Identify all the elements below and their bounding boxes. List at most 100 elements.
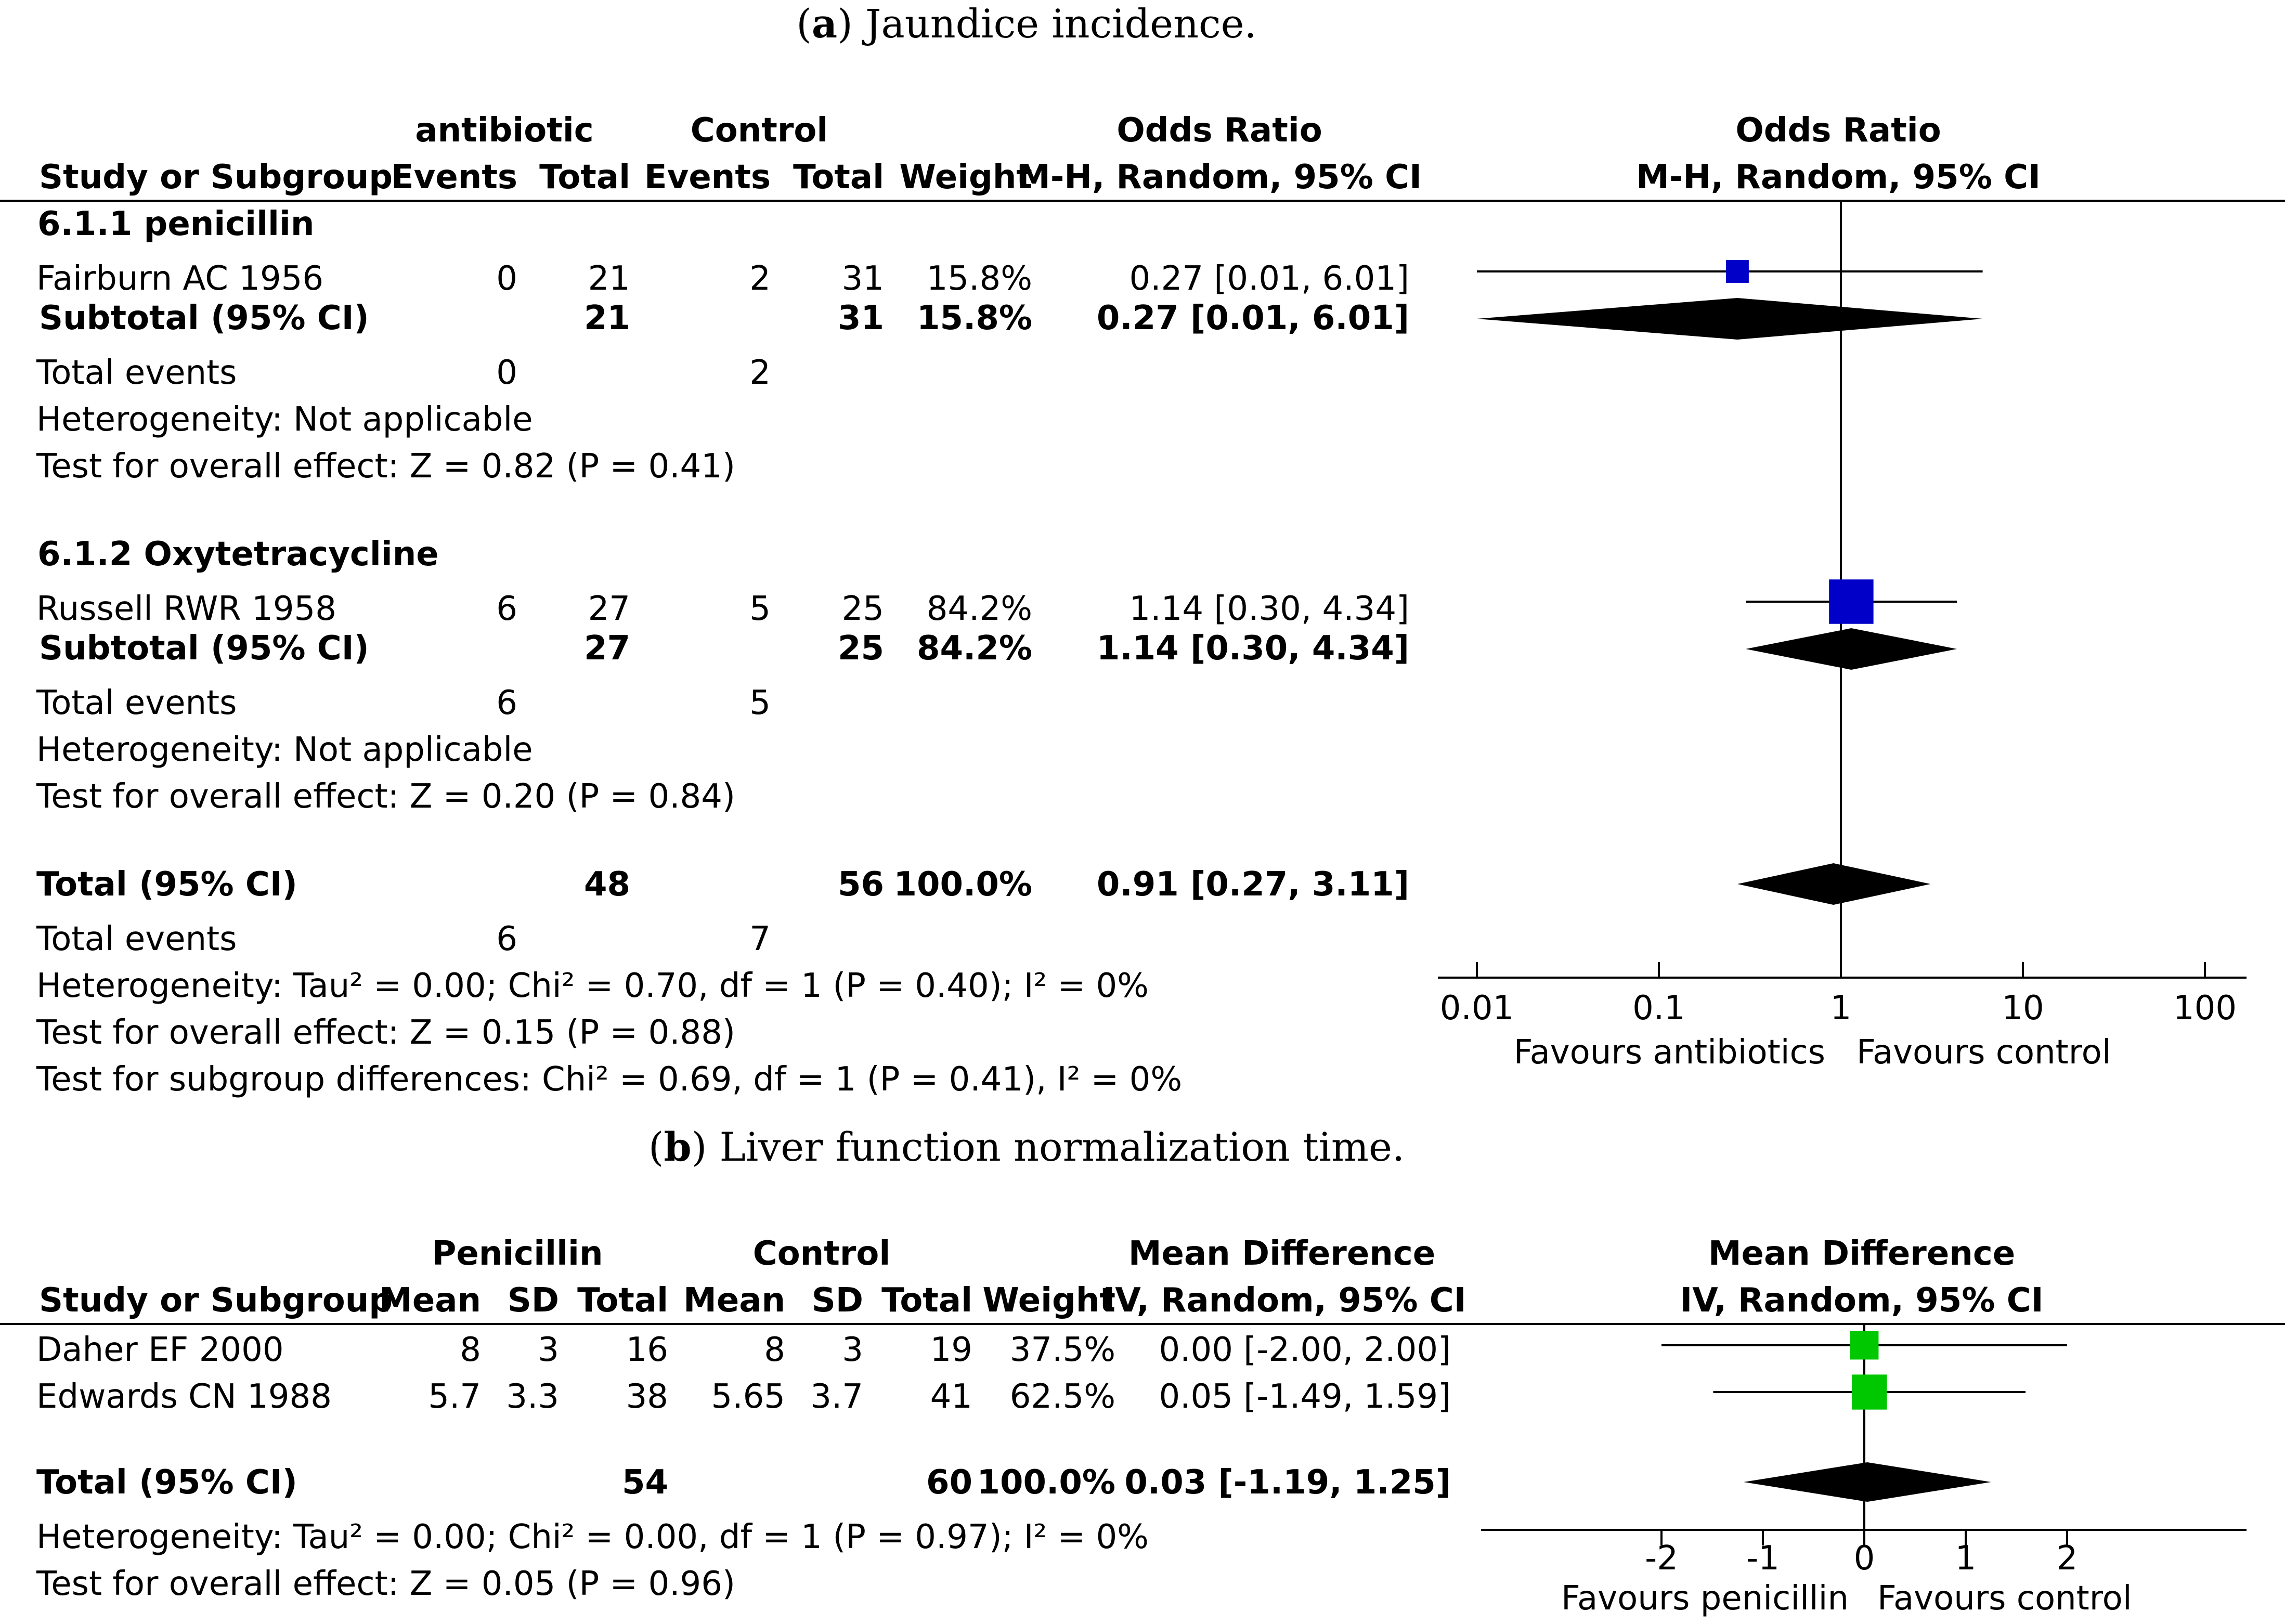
total-events-label: Total events xyxy=(36,684,237,722)
study-sd-1: 3 xyxy=(538,1331,559,1369)
header-plot-method: IV, Random, 95% CI xyxy=(1680,1281,2043,1320)
header-total-2: Total xyxy=(881,1281,972,1320)
header-method: M-H, Random, 95% CI xyxy=(1017,158,1422,197)
subtotal-ci: 0.27 [0.01, 6.01] xyxy=(1097,299,1409,337)
study-weight: 37.5% xyxy=(1010,1331,1115,1369)
pooled-estimate-diamond xyxy=(1745,628,1957,670)
subgroup-differences-text: Test for subgroup differences: Chi² = 0.… xyxy=(36,1060,1182,1099)
total-events-label: Total events xyxy=(36,354,237,392)
header-study-or-subgroup: Study or Subgroup xyxy=(39,158,393,197)
x-tick-label: 0 xyxy=(1854,1539,1875,1578)
forest-plot-a: 0.01 0.1 1 10 100 xyxy=(1438,201,2247,1028)
subtotal-weight: 84.2% xyxy=(917,629,1032,668)
header-mean-2: Mean xyxy=(683,1281,785,1320)
total-events-1: 6 xyxy=(496,920,517,958)
total-label: Total (95% CI) xyxy=(36,1463,297,1502)
total-events-label: Total events xyxy=(36,920,237,958)
study-mean-1: 5.7 xyxy=(428,1378,481,1416)
total-events-2: 2 xyxy=(749,354,771,392)
subtotal-label: Subtotal (95% CI) xyxy=(39,629,369,668)
study-sd-1: 3.3 xyxy=(506,1378,559,1416)
subtotal-weight: 15.8% xyxy=(917,299,1032,337)
pooled-estimate-diamond xyxy=(1477,298,1983,340)
study-name: Fairburn AC 1956 xyxy=(36,259,323,298)
favours-left-label: Favours antibiotics xyxy=(1514,1033,1825,1072)
header-plot-odds-ratio: Odds Ratio xyxy=(1735,111,1941,150)
study-name: Daher EF 2000 xyxy=(36,1331,284,1369)
study-events-2: 5 xyxy=(749,590,771,628)
study-total-2: 31 xyxy=(842,259,884,298)
x-tick-label: 1 xyxy=(1830,989,1852,1028)
heterogeneity-text: Heterogeneity: Not applicable xyxy=(36,731,533,769)
x-tick-label: -1 xyxy=(1746,1539,1780,1578)
x-tick-label: 10 xyxy=(2002,989,2044,1028)
header-mean-1: Mean xyxy=(379,1281,481,1320)
study-total-2: 25 xyxy=(842,590,884,628)
study-weight: 84.2% xyxy=(927,590,1032,628)
total-ci: 0.91 [0.27, 3.11] xyxy=(1097,865,1409,904)
header-weight: Weight xyxy=(982,1281,1115,1320)
study-sd-2: 3 xyxy=(842,1331,863,1369)
subtotal-total-1: 27 xyxy=(584,629,630,668)
heterogeneity-text: Heterogeneity: Tau² = 0.00; Chi² = 0.00,… xyxy=(36,1518,1149,1556)
header-events-2: Events xyxy=(644,158,771,197)
total-total-1: 48 xyxy=(584,865,630,904)
header-events-1: Events xyxy=(391,158,517,197)
study-total-1: 38 xyxy=(626,1378,668,1416)
total-events-1: 6 xyxy=(496,684,517,722)
study-events-1: 0 xyxy=(496,259,517,298)
study-point-square xyxy=(1829,579,1874,624)
study-name: Edwards CN 1988 xyxy=(36,1378,332,1416)
subtotal-total-2: 31 xyxy=(838,299,884,337)
overall-effect-text: Test for overall effect: Z = 0.05 (P = 0… xyxy=(36,1565,735,1603)
subtotal-total-1: 21 xyxy=(584,299,630,337)
study-ci: 0.00 [-2.00, 2.00] xyxy=(1159,1331,1451,1369)
x-tick-label: 100 xyxy=(2173,989,2237,1028)
total-ci: 0.03 [-1.19, 1.25] xyxy=(1124,1463,1451,1502)
header-group-control: Control xyxy=(753,1235,891,1273)
study-sd-2: 3.7 xyxy=(810,1378,863,1416)
header-plot-mean-difference: Mean Difference xyxy=(1708,1235,2015,1273)
study-ci: 1.14 [0.30, 4.34] xyxy=(1129,590,1409,628)
total-total-1: 54 xyxy=(622,1463,668,1502)
favours-right-label: Favours control xyxy=(1877,1579,2132,1618)
subgroup-title: 6.1.2 Oxytetracycline xyxy=(37,535,439,574)
study-ci: 0.05 [-1.49, 1.59] xyxy=(1159,1378,1451,1416)
total-total-2: 60 xyxy=(926,1463,972,1502)
study-point-square xyxy=(1850,1331,1879,1360)
pooled-estimate-diamond xyxy=(1743,1462,1991,1502)
overall-effect-text: Test for overall effect: Z = 0.20 (P = 0… xyxy=(36,777,735,816)
study-mean-2: 5.65 xyxy=(711,1378,786,1416)
favours-right-label: Favours control xyxy=(1856,1033,2111,1072)
caption-b: (b) Liver function normalization time. xyxy=(648,1124,1405,1170)
header-plot-method: M-H, Random, 95% CI xyxy=(1636,158,2041,197)
x-tick-label: -2 xyxy=(1645,1539,1678,1578)
total-events-2: 7 xyxy=(749,920,771,958)
total-weight: 100.0% xyxy=(893,865,1032,904)
x-tick-label: 0.01 xyxy=(1440,989,1514,1028)
header-sd-2: SD xyxy=(812,1281,863,1320)
x-tick-label: 1 xyxy=(1955,1539,1977,1578)
study-total-1: 16 xyxy=(626,1331,668,1369)
header-group-penicillin: Penicillin xyxy=(432,1235,603,1273)
header-group-antibiotic: antibiotic xyxy=(415,111,593,150)
subgroup-title: 6.1.1 penicillin xyxy=(37,205,314,243)
study-point-square xyxy=(1852,1374,1887,1410)
study-mean-1: 8 xyxy=(460,1331,481,1369)
x-tick-label: 0.1 xyxy=(1632,989,1685,1028)
subtotal-total-2: 25 xyxy=(838,629,884,668)
header-method: IV, Random, 95% CI xyxy=(1102,1281,1466,1320)
study-total-1: 27 xyxy=(588,590,630,628)
study-ci: 0.27 [0.01, 6.01] xyxy=(1129,259,1409,298)
pooled-estimate-diamond xyxy=(1737,863,1931,905)
total-events-1: 0 xyxy=(496,354,517,392)
forest-plot-b: -2 -1 0 1 2 xyxy=(1481,1324,2247,1578)
heterogeneity-text: Heterogeneity: Not applicable xyxy=(36,400,533,439)
header-mean-difference: Mean Difference xyxy=(1128,1235,1435,1273)
subtotal-label: Subtotal (95% CI) xyxy=(39,299,369,337)
subtotal-ci: 1.14 [0.30, 4.34] xyxy=(1097,629,1409,668)
x-tick-label: 2 xyxy=(2057,1539,2078,1578)
header-weight: Weight xyxy=(899,158,1032,197)
total-total-2: 56 xyxy=(838,865,884,904)
